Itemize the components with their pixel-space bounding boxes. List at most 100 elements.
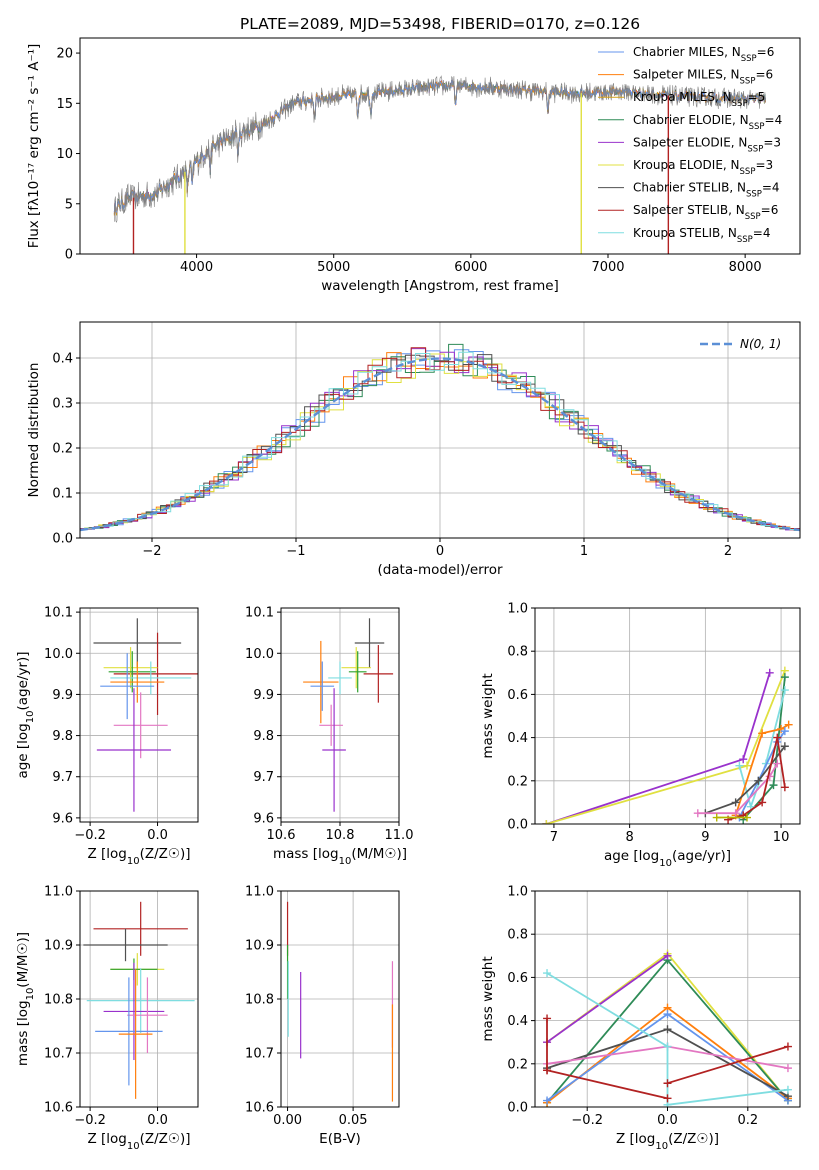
x-tick-label: 7000 [591, 260, 624, 275]
x-axis-label: (data-model)/error [377, 562, 503, 578]
legend-text: Kroupa MILES, N [633, 90, 732, 104]
y-tick-label: 0.8 [507, 928, 528, 943]
series-line [546, 972, 789, 1106]
y-tick-label: 0.4 [52, 352, 73, 367]
label-part: Z [log [87, 1131, 126, 1147]
legend-tail: =6 [761, 203, 779, 217]
label-part: (M/M☉)] [351, 846, 407, 862]
y-tick-label: 0.1 [52, 487, 73, 502]
data-point-marker [743, 813, 751, 822]
data-point-marker [735, 761, 744, 770]
label-part: age [log [604, 848, 659, 864]
label-part: mass weight [480, 956, 496, 1041]
label-part: (Z/Z☉)] [140, 846, 191, 862]
y-tick-label: 0.2 [507, 774, 528, 789]
x-tick-label: 10 [773, 830, 790, 845]
data-point-marker [693, 809, 702, 818]
subscript: 10 [339, 856, 352, 867]
y-axis-label: age [log10(age/yr)] [15, 651, 36, 778]
y-tick-label: 0.4 [507, 731, 528, 746]
y-tick-label: 10.1 [245, 606, 274, 621]
legend-text: Kroupa ELODIE, N [633, 158, 740, 172]
plot-area-residuals [80, 343, 800, 532]
data-point-marker [773, 759, 782, 768]
histogram-step [84, 353, 800, 531]
y-axis-label: mass weight [480, 673, 496, 758]
y-tick-label: 10 [56, 147, 73, 162]
plot-area-mass-vs-ebv [286, 901, 394, 1102]
data-point-marker [663, 951, 672, 960]
y-axis-label: mass weight [480, 956, 496, 1041]
x-tick-label: 9 [701, 830, 709, 845]
x-tick-label: −0.2 [74, 1113, 106, 1128]
legend-entry: Salpeter ELODIE, NSSP=3 [633, 135, 781, 154]
axes-mass-vs-ebv: 0.00 0.05 10.6 10.7 10.8 10.9 11.0 E(B-V) [245, 885, 400, 1147]
label-part: mass [log [15, 1000, 31, 1066]
plot-area-age-vs-Z [93, 618, 198, 812]
histogram-step [80, 348, 800, 531]
x-axis-label: wavelength [Angstrom, rest frame] [321, 278, 559, 294]
legend-text: Salpeter STELIB, N [633, 203, 745, 217]
x-tick-label: 7 [550, 830, 558, 845]
label-part: (Z/Z☉)] [668, 1131, 719, 1147]
legend-entry: Kroupa STELIB, NSSP=4 [633, 226, 771, 245]
histogram-step [88, 354, 800, 531]
axes-massweight-vs-Z: −0.2 0.0 0.2 0.0 0.2 0.4 0.6 0.8 1.0 Z [log10(Z/Z… [480, 885, 801, 1152]
legend-sub: SSP [745, 212, 761, 222]
legend-sub: SSP [746, 190, 762, 200]
y-tick-label: 10.7 [245, 1047, 274, 1062]
x-tick-label: 0.05 [339, 1113, 368, 1128]
series-line [697, 763, 779, 815]
data-point-marker [663, 1094, 672, 1103]
data-point-marker [663, 1025, 672, 1034]
y-tick-label: 0.6 [507, 971, 528, 986]
legend-sub: SSP [749, 122, 765, 132]
legend-entry: Chabrier STELIB, NSSP=4 [633, 181, 780, 200]
x-tick-label: 1 [580, 544, 588, 559]
gaussian-curve [80, 357, 800, 532]
data-point-marker [712, 813, 721, 822]
legend-entry: Chabrier MILES, NSSP=6 [633, 45, 774, 64]
data-point-marker [780, 686, 789, 695]
legend-entry: Chabrier ELODIE, NSSP=4 [633, 113, 782, 132]
y-tick-label: 10.7 [44, 1047, 73, 1062]
legend-text: Chabrier ELODIE, N [633, 113, 749, 127]
x-tick-label: 4000 [180, 260, 213, 275]
label-part: mass [log [273, 846, 339, 862]
label-part: wavelength [Angstrom, rest frame] [321, 278, 559, 294]
legend-sub: SSP [747, 144, 763, 154]
data-point-marker [765, 668, 774, 677]
plot-area-massweight-vs-age [542, 666, 793, 824]
data-point-marker [783, 1064, 792, 1073]
legend-tail: =3 [755, 158, 773, 172]
legend-text: Chabrier STELIB, N [633, 181, 746, 195]
x-tick-label: 8000 [729, 260, 762, 275]
plot-area-spectrum [113, 75, 766, 254]
data-point-marker [773, 733, 782, 742]
label-part: Z [log [616, 1131, 655, 1147]
y-tick-label: 9.9 [253, 688, 274, 703]
y-tick-label: 1.0 [507, 602, 528, 617]
axes-residuals: −2 −1 0 1 2 0.0 0.1 0.2 0.3 0.4 (data-model)/error… [26, 321, 801, 578]
legend-tail: =6 [755, 68, 773, 82]
data-point-marker [543, 969, 552, 978]
y-tick-label: 0.3 [52, 397, 73, 412]
histogram-step [84, 352, 800, 531]
label-part: ⁻¹⁷ erg cm⁻² s⁻¹ A⁻¹] [26, 44, 42, 181]
y-tick-label: 10.0 [245, 647, 274, 662]
legend-entry: Salpeter STELIB, NSSP=6 [633, 203, 778, 222]
subscript: 10 [127, 856, 140, 867]
data-point-marker [769, 781, 778, 790]
data-point-marker [743, 761, 751, 770]
x-axis-label: mass [log10(M/M☉)] [273, 846, 407, 867]
axes-mass-vs-Z: −0.2 0.010.610.710.810.911.0Z [log10(Z/Z☉… [15, 885, 199, 1152]
y-tick-label: 9.7 [52, 770, 73, 785]
legend-sub: SSP [740, 77, 756, 87]
legend-sub: SSP [741, 54, 757, 64]
label-part: (Z/Z☉)] [140, 1131, 191, 1147]
histogram-step [88, 343, 800, 531]
data-point-marker [739, 755, 748, 764]
data-point-marker [780, 783, 789, 792]
x-axis-label: Z [log10(Z/Z☉)] [616, 1131, 719, 1152]
